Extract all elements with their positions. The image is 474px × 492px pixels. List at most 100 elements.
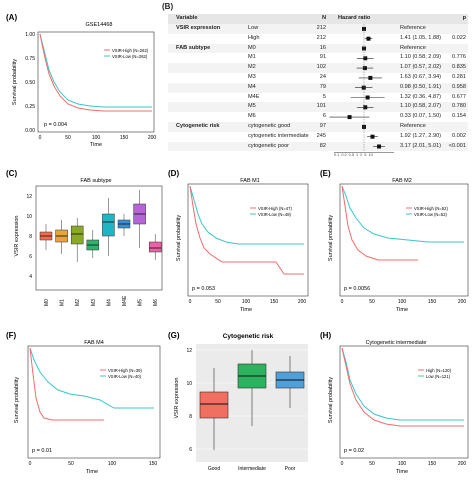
plot-title: Cytogenetic intermediate <box>366 340 427 346</box>
x-tick: 50 <box>68 461 74 467</box>
x-tick: 0 <box>341 299 344 305</box>
forest-estimate <box>363 105 368 110</box>
forest-cell-n: 79 <box>319 83 326 90</box>
forest-cell-level: M4 <box>248 83 256 90</box>
y-axis-label: Survival probability <box>14 377 20 423</box>
y-axis-label: VSIR expression <box>14 216 20 257</box>
forest-row: cytogenetic intermediate 245 1.92 (1.27, 2… <box>168 132 468 142</box>
forest-row: M6 6 0.33 (0.07, 1.50) 0.154 <box>168 112 468 122</box>
p-value: p = 0.0056 <box>344 286 370 292</box>
x-tick: M1 <box>60 299 66 306</box>
km-curve-high <box>39 33 152 112</box>
plot-title: Cytogenetic risk <box>223 333 274 340</box>
forest-reference <box>362 26 366 31</box>
x-axis-label: Time <box>86 469 98 475</box>
y-tick: 0.00 <box>25 128 35 134</box>
y-tick: 6 <box>29 254 32 260</box>
forest-row: M4E 5 1.32 (0.36, 4.87) 0.677 <box>168 93 468 103</box>
panel-b-forest-plot: Variable N Hazard ratio p VSIR expressio… <box>168 14 468 162</box>
x-tick: 100 <box>398 461 407 467</box>
y-tick: 8 <box>29 234 32 240</box>
forest-cell-p: 0.002 <box>452 132 466 139</box>
y-tick: 12 <box>26 194 32 200</box>
forest-cell-n: 101 <box>316 103 326 110</box>
legend-high: VSIR-High (N=262) <box>112 48 149 53</box>
forest-cell-hr: 1.92 (1.27, 2.90) <box>400 132 442 139</box>
km-curve-low <box>341 347 464 421</box>
forest-cell-hr: 0.33 (0.07, 1.50) <box>400 113 442 120</box>
plot-title: FAB M4 <box>84 340 104 346</box>
x-tick: 100 <box>108 461 117 467</box>
x-tick: Intermediate <box>238 466 266 472</box>
x-tick: 0 <box>39 135 42 141</box>
forest-cell-hr: 1.41 (1.05, 1.88) <box>400 34 442 41</box>
legend-low: VSIR-Low (N=52) <box>414 212 448 217</box>
forest-cell-p: 0.022 <box>452 34 466 41</box>
x-tick: M4E <box>122 295 128 306</box>
forest-estimate <box>362 66 367 71</box>
y-tick: 12 <box>186 348 192 354</box>
x-tick: 50 <box>65 135 71 141</box>
x-tick: M2 <box>75 299 81 306</box>
km-curve-high <box>29 347 104 421</box>
forest-cell-level: cytogenetic good <box>248 123 291 129</box>
forest-cell-level: cytogenetic intermediate <box>248 132 309 139</box>
p-value: p = 0.02 <box>344 448 364 454</box>
y-axis-label: Survival probability <box>176 215 182 261</box>
forest-cell-hr: Reference <box>400 44 426 51</box>
y-tick: 6 <box>189 447 192 453</box>
y-tick: 0.50 <box>25 80 35 86</box>
x-tick: 200 <box>458 299 467 305</box>
x-tick: M6 <box>153 299 159 306</box>
forest-cell-p: <0.001 <box>448 142 466 149</box>
panel-label: (G) <box>168 331 180 340</box>
x-tick: 0 <box>189 299 192 305</box>
forest-estimate <box>370 134 375 139</box>
forest-row: M3 24 1.63 (0.67, 3.94) 0.281 <box>168 73 468 83</box>
forest-cell-level: M6 <box>248 113 256 120</box>
legend-low: VSIR-Low (N=40) <box>108 374 142 379</box>
km-curve-low <box>29 347 154 409</box>
x-tick: 100 <box>242 299 251 305</box>
x-tick: 200 <box>298 299 307 305</box>
forest-cell-hr: 0.98 (0.50, 1.91) <box>400 83 442 90</box>
y-tick: 8 <box>189 414 192 420</box>
forest-cell-n: 6 <box>322 113 326 120</box>
forest-cell-p: 0.281 <box>452 74 466 80</box>
forest-cell-hr: 1.10 (0.58, 2.07) <box>400 103 442 110</box>
p-value: p = 0.004 <box>44 122 67 128</box>
forest-cell-var: FAB subtype <box>176 44 211 51</box>
y-axis-label: Survival probability <box>12 59 18 105</box>
x-tick: M5 <box>138 299 144 306</box>
x-tick: 150 <box>428 461 437 467</box>
km-curve-high <box>189 185 304 275</box>
panel-label: (C) <box>6 169 17 178</box>
panel-b-label: (B) <box>162 2 174 11</box>
panel-label: (E) <box>320 169 331 178</box>
x-axis-label: Time <box>90 142 102 148</box>
y-axis-label: Survival probability <box>328 215 334 261</box>
x-tick: Good <box>208 466 220 472</box>
forest-cell-level: M0 <box>248 44 256 51</box>
km-curve-low <box>341 185 464 243</box>
legend-high: VSIR-High (N=52) <box>414 206 448 211</box>
y-tick: 1.00 <box>25 32 35 38</box>
x-tick: 100 <box>92 135 101 141</box>
panel-label: (A) <box>6 13 17 22</box>
x-tick: 150 <box>270 299 279 305</box>
forest-cell-hr: 3.17 (2.01, 5.01) <box>400 142 442 149</box>
plot-title: FAB M1 <box>240 178 260 184</box>
x-tick: M0 <box>44 299 50 306</box>
forest-cell-var: VSIR expression <box>176 25 221 31</box>
forest-estimate <box>377 144 382 149</box>
forest-plot-marks <box>329 24 394 153</box>
panel-label: (D) <box>168 169 179 178</box>
p-value: p = 0.01 <box>32 448 52 454</box>
km-curve-low <box>189 185 304 245</box>
y-tick: 0.25 <box>25 104 35 110</box>
x-axis-label: Time <box>240 307 252 313</box>
panel-label: (H) <box>320 331 331 340</box>
legend-high: High (N=120) <box>426 368 452 373</box>
x-tick: 50 <box>215 299 221 305</box>
km-curve-low <box>39 33 152 108</box>
